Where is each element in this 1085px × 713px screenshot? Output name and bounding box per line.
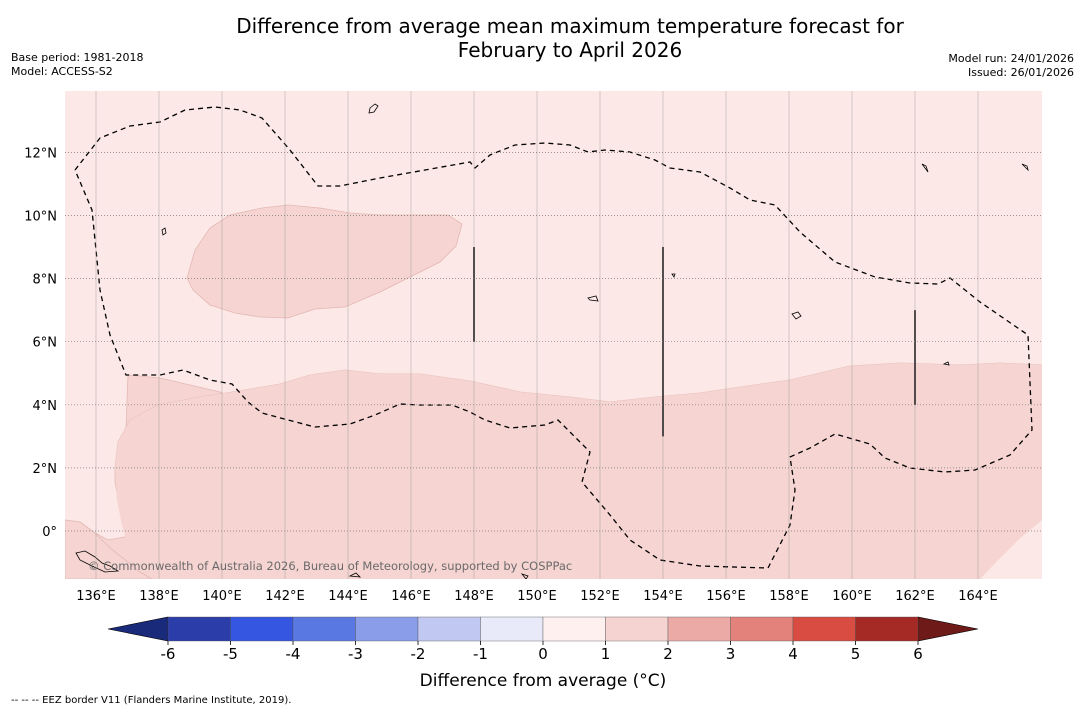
issued-date: Issued: 26/01/2026 [967,66,1074,79]
title-line-2: February to April 2026 [457,38,683,62]
island-outline [348,572,362,578]
colorbar-segment [355,616,419,642]
colorbar-tick-label: 2 [663,645,673,663]
latitude-label: 12°N [24,146,57,161]
colorbar-segment [542,616,606,642]
colorbar-tick-label: 4 [788,645,798,663]
title-line-1: Difference from average mean maximum tem… [236,14,904,38]
colorbar-segment [792,616,856,642]
anomaly-region-southeast [980,520,1042,579]
colorbar-segment [730,616,794,642]
longitude-label: 136°E [76,589,116,604]
longitude-label: 150°E [517,589,557,604]
island-outline [671,273,676,278]
longitude-label: 162°E [895,589,935,604]
colorbar [107,616,979,645]
longitude-label: 148°E [454,589,494,604]
latitude-label: 6°N [33,336,58,351]
chart-title: Difference from average mean maximum tem… [170,14,970,62]
longitude-label: 142°E [265,589,305,604]
longitude-label: 144°E [328,589,368,604]
longitude-label: 146°E [391,589,431,604]
latitude-label: 0° [42,525,57,540]
colorbar-segment [667,616,731,642]
anomaly-region-north [186,204,463,319]
island-outline [587,295,599,302]
longitude-label: 158°E [769,589,809,604]
map-gridlines [65,91,1042,579]
colorbar-tick-label: -6 [161,645,176,663]
colorbar-tick-label: 0 [538,645,548,663]
model-name: Model: ACCESS-S2 [11,65,113,78]
anomaly-region-south-body [115,363,1042,579]
island-outlines [75,103,1029,579]
island-outline [942,361,950,366]
base-period: Base period: 1981-2018 [11,51,144,64]
colorbar-segment [292,616,356,642]
model-run: Model run: 24/01/2026 [948,52,1074,65]
longitude-label: 156°E [706,589,746,604]
island-outline [368,103,379,114]
colorbar-tick-label: -2 [411,645,426,663]
colorbar-tick-label: -4 [286,645,301,663]
island-outline [520,573,529,579]
meta-left: Base period: 1981-2018 Model: ACCESS-S2 [11,51,143,79]
colorbar-extend-low [107,616,169,642]
anomaly-region-southwest-fill [65,519,153,579]
colorbar-tick-label: -3 [348,645,363,663]
longitude-labels: 136°E 138°E 140°E 142°E 144°E 146°E 148°E 150°E… [76,589,998,604]
latitude-label: 10°N [24,210,57,225]
island-outline [1021,163,1029,172]
colorbar-tick-label: 3 [726,645,736,663]
colorbar-segment [605,616,669,642]
longitude-label: 152°E [580,589,620,604]
longitude-label: 154°E [643,589,683,604]
colorbar-segment [230,616,294,642]
colorbar-segment [167,616,231,642]
longitude-label: 164°E [958,589,998,604]
colorbar-segment [480,616,544,642]
island-outline [921,163,929,173]
latitude-label: 4°N [33,399,58,414]
eez-legend-footer: -- -- -- EEZ border V11 (Flanders Marine… [11,695,292,706]
colorbar-segment [855,616,919,642]
colorbar-label: Difference from average (°C) [420,671,667,691]
longitude-label: 160°E [832,589,872,604]
eez-boundary-main [74,106,1033,569]
colorbar-tick-label: 1 [601,645,611,663]
colorbar-segment [417,616,481,642]
island-outline [791,311,802,320]
latitude-label: 2°N [33,462,58,477]
colorbar-tick-label: -1 [473,645,488,663]
colorbar-extend-high [917,616,979,642]
longitude-label: 140°E [202,589,242,604]
island-outline [161,227,167,236]
colorbar-tick-label: 5 [851,645,861,663]
colorbar-tick-label: -5 [223,645,238,663]
colorbar-tick-label: 6 [913,645,923,663]
meta-right: Model run: 24/01/2026 Issued: 26/01/2026 [948,52,1074,80]
colorbar-tick-labels: -6 -5 -4 -3 -2 -1 0 1 2 3 4 5 6 [161,645,923,663]
latitude-label: 8°N [33,273,58,288]
island-outline [75,550,120,573]
longitude-label: 138°E [139,589,179,604]
latitude-labels: 0° 2°N 4°N 6°N 8°N 10°N 12°N [24,146,57,540]
copyright-watermark: © Commonwealth of Australia 2026, Bureau… [88,559,572,573]
